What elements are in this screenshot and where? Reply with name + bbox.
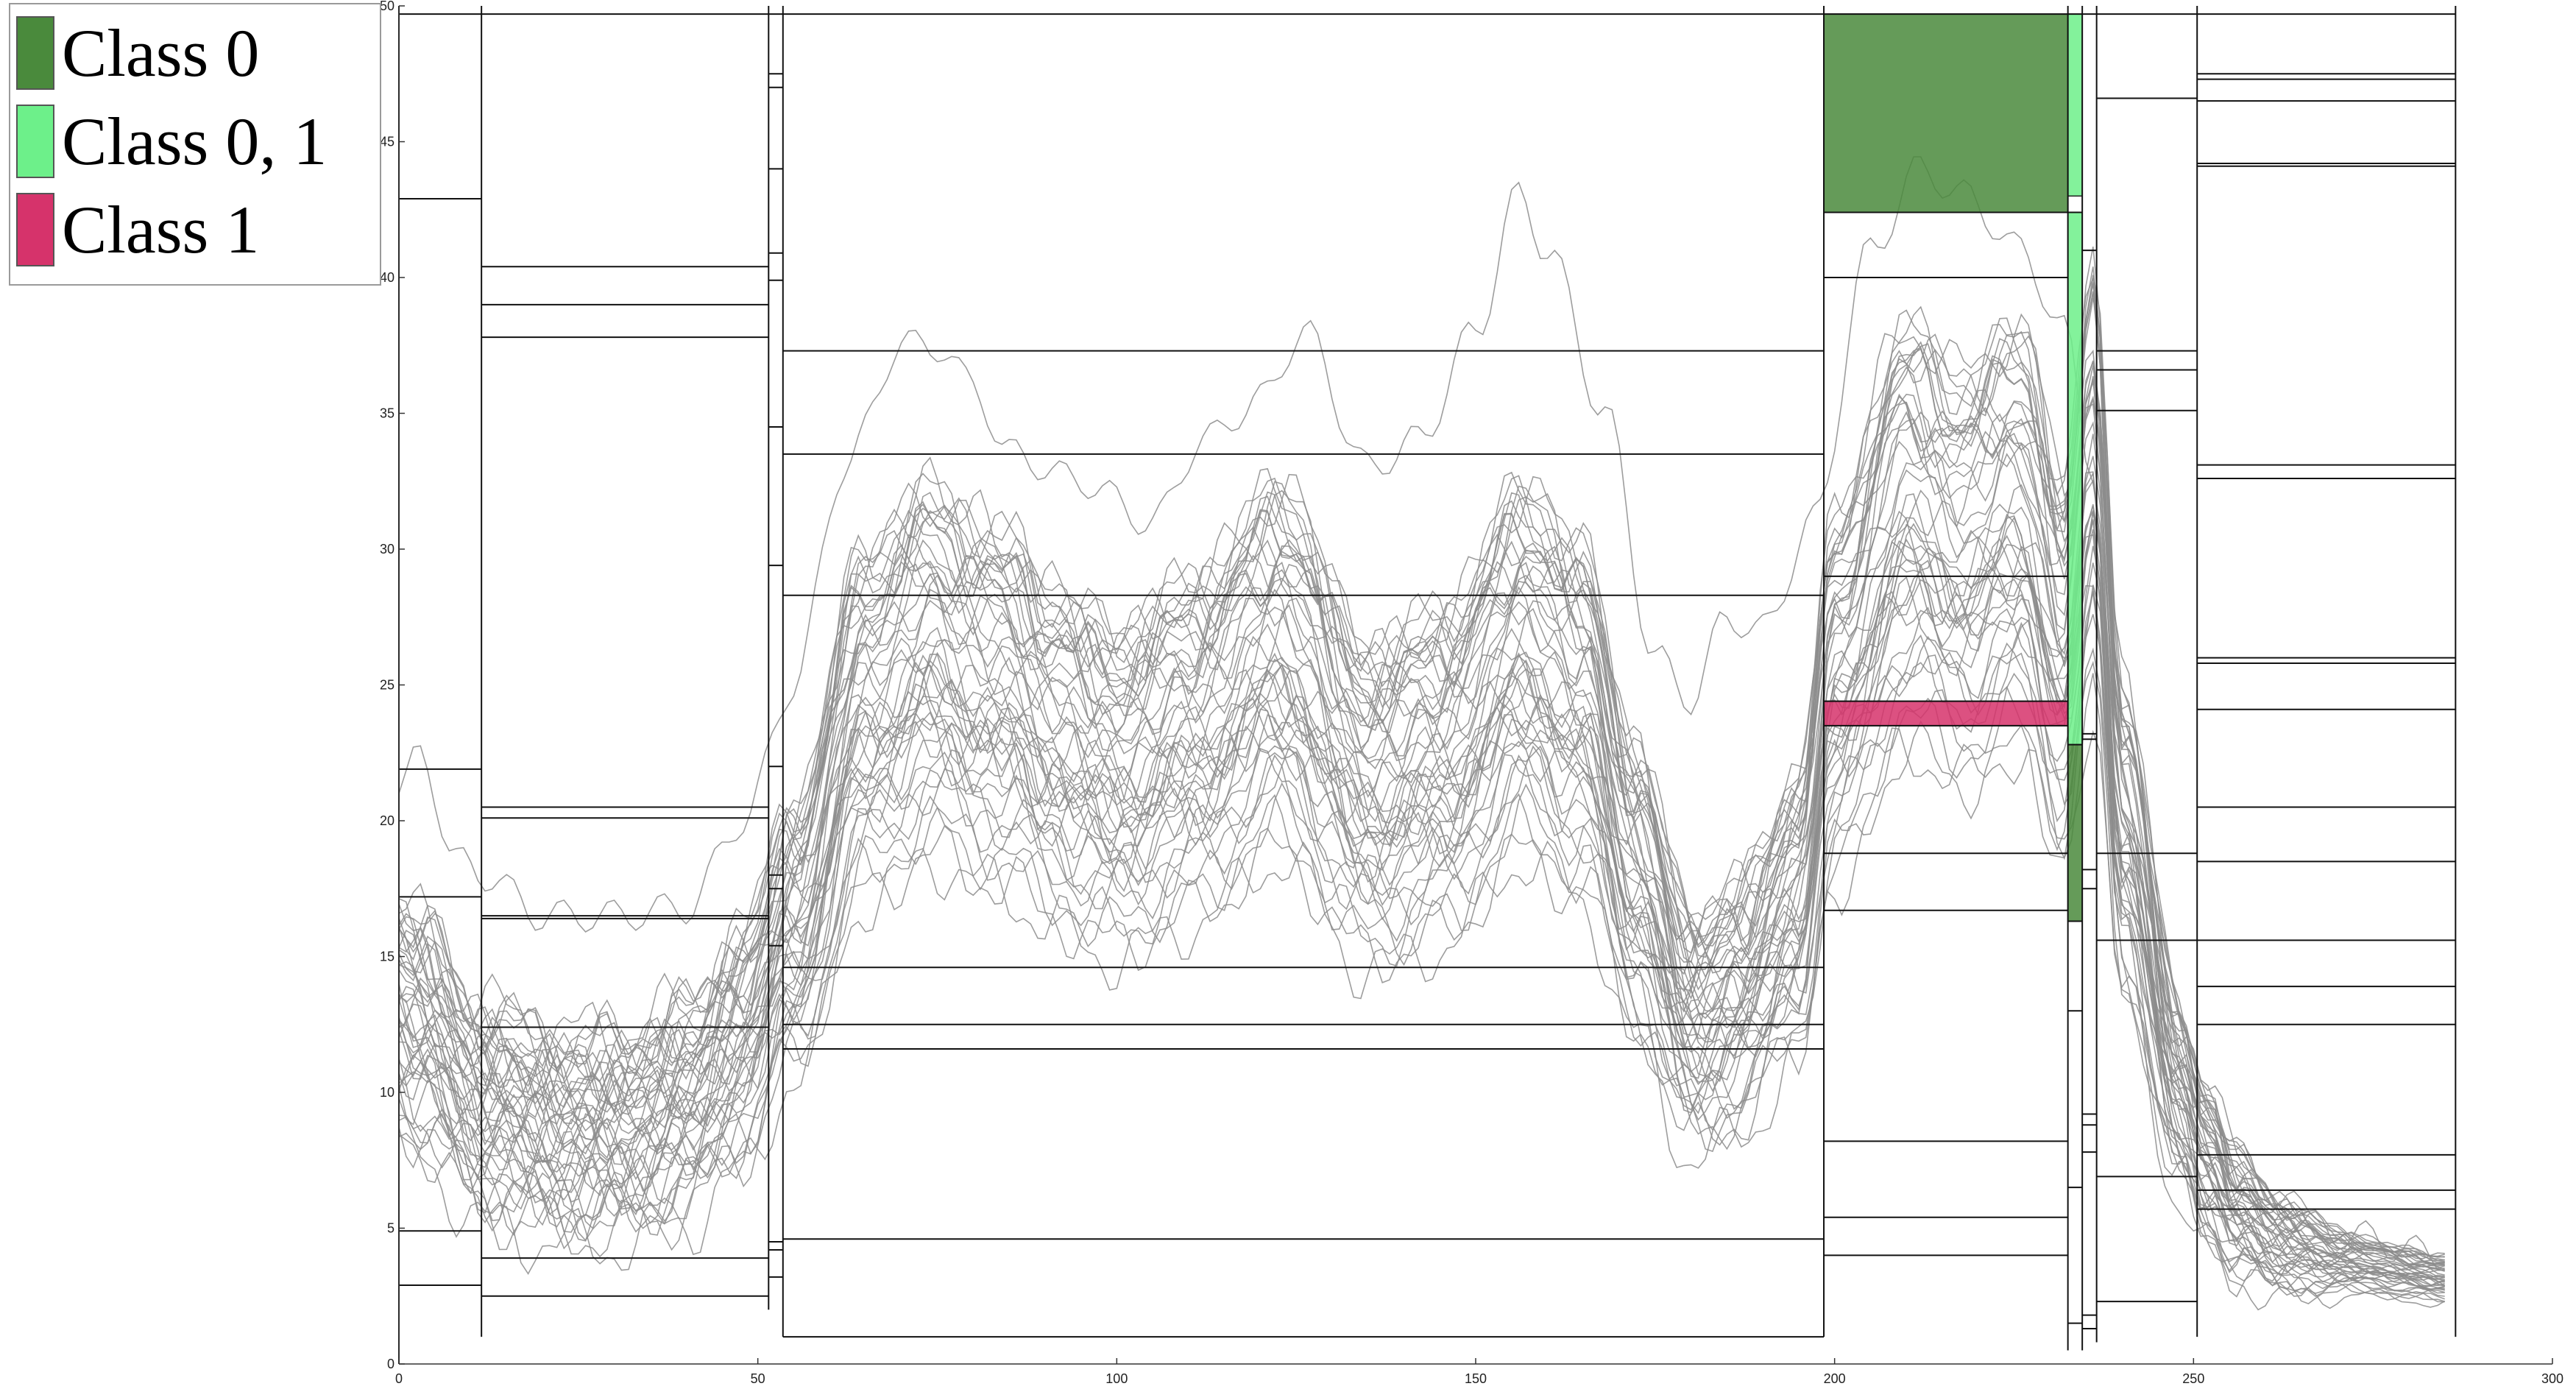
legend-item-class-0-1: Class 0, 1 (16, 103, 327, 180)
series-line (398, 434, 2445, 1278)
y-tick-label: 5 (387, 1221, 394, 1236)
legend-label-class-0: Class 0 (62, 15, 260, 91)
series-line (398, 673, 2445, 1302)
y-tick-label: 45 (380, 135, 394, 149)
y-tick-label: 40 (380, 270, 394, 285)
series-line (398, 297, 2445, 1258)
legend-swatch-class-0 (16, 16, 54, 90)
series-line (398, 282, 2445, 1261)
legend-item-class-0: Class 0 (16, 15, 259, 91)
series-line (398, 534, 2445, 1290)
legend-swatch-class-1 (16, 193, 54, 266)
highlight-region (2067, 743, 2083, 922)
axes: 0 50 100 150 200 250 300 0 5 10 15 20 25 30 35 40 45 50 (380, 0, 2563, 1386)
x-tick-label: 300 (2541, 1371, 2563, 1386)
legend: Class 0 Class 0, 1 Class 1 (9, 3, 381, 286)
y-tick-label: 20 (380, 813, 394, 828)
highlight-region (2067, 13, 2083, 197)
series-line (398, 393, 2445, 1269)
y-tick-label: 15 (380, 950, 394, 964)
split-lines (398, 6, 2457, 1364)
series-line (398, 456, 2445, 1276)
highlight-region (1823, 700, 2069, 727)
x-tick-label: 150 (1465, 1371, 1487, 1386)
series-lines (398, 156, 2446, 1311)
series-line (398, 375, 2445, 1270)
series-line (398, 592, 2445, 1293)
legend-swatch-class-0-1 (16, 105, 54, 178)
legend-item-class-1: Class 1 (16, 191, 259, 268)
x-tick-label: 200 (1824, 1371, 1846, 1386)
y-tick-label: 35 (380, 406, 394, 421)
y-tick-label: 10 (380, 1085, 394, 1100)
series-line (398, 614, 2445, 1297)
series-line (398, 378, 2445, 1273)
x-tick-label: 0 (395, 1371, 403, 1386)
series-line (398, 421, 2445, 1276)
series-line (398, 647, 2445, 1305)
y-tick-label: 0 (387, 1357, 394, 1371)
legend-label-class-0-1: Class 0, 1 (62, 104, 328, 179)
series-line (398, 529, 2445, 1290)
series-line (398, 156, 2445, 1270)
x-tick-label: 50 (751, 1371, 765, 1386)
x-tick-label: 250 (2182, 1371, 2204, 1386)
series-line (398, 545, 2445, 1288)
x-tick-label: 100 (1105, 1371, 1128, 1386)
highlight-regions (1823, 13, 2083, 922)
series-line (398, 512, 2445, 1281)
series-line (398, 727, 2446, 1311)
series-line (398, 471, 2446, 1287)
series-line (398, 361, 2445, 1268)
legend-label-class-1: Class 1 (62, 192, 260, 267)
highlight-region (2067, 211, 2083, 746)
y-tick-label: 30 (380, 542, 394, 556)
y-tick-label: 25 (380, 678, 394, 693)
y-tick-label: 50 (380, 0, 394, 13)
highlight-region (1823, 13, 2069, 213)
series-line (398, 660, 2445, 1303)
series-line (398, 275, 2445, 1258)
series-line (398, 293, 2445, 1265)
